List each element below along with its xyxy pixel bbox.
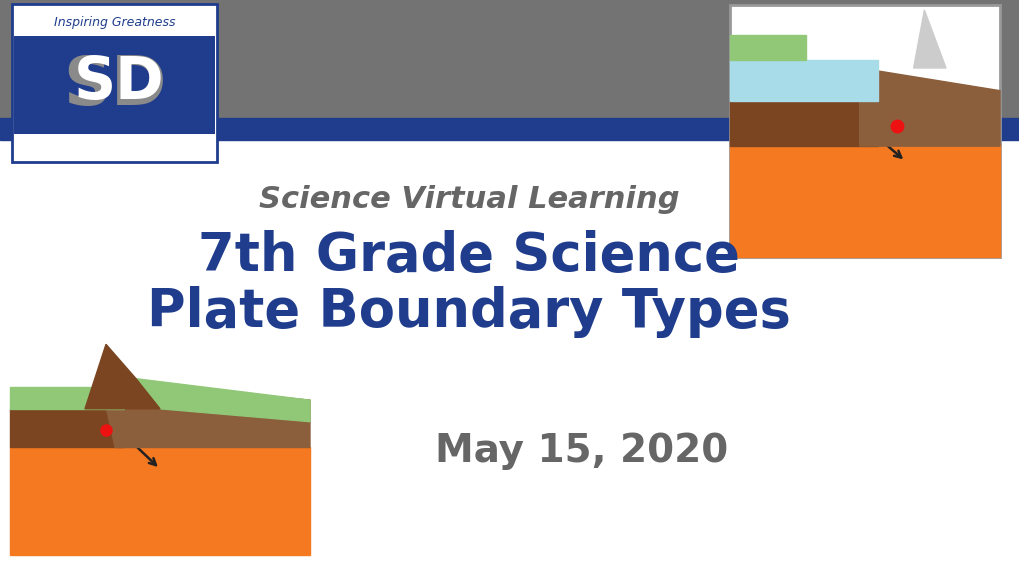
Text: SD: SD (73, 53, 164, 111)
Polygon shape (85, 344, 160, 409)
Polygon shape (100, 379, 310, 448)
Bar (14, 36, 215, 134)
Bar (0, 0, 1019, 132)
Polygon shape (730, 144, 999, 257)
Text: INDEPENDENCE SCHOOL DISTRICT: INDEPENDENCE SCHOOL DISTRICT (41, 146, 189, 155)
Polygon shape (730, 36, 805, 60)
Polygon shape (136, 379, 310, 422)
Polygon shape (730, 60, 877, 101)
Text: Inspiring Greatness: Inspiring Greatness (54, 15, 175, 29)
Text: SD: SD (63, 53, 166, 119)
Polygon shape (10, 409, 124, 448)
Polygon shape (859, 68, 999, 146)
Text: 7th Grade Science: 7th Grade Science (198, 230, 740, 282)
Polygon shape (913, 10, 945, 68)
Bar (12, 4, 217, 162)
Text: Plate Boundary Types: Plate Boundary Types (147, 286, 791, 338)
Text: May 15, 2020: May 15, 2020 (434, 432, 728, 470)
Bar (730, 5, 999, 257)
Polygon shape (10, 387, 124, 409)
Polygon shape (730, 101, 877, 146)
Bar (0, 118, 1019, 140)
Polygon shape (10, 448, 310, 555)
Text: Science Virtual Learning: Science Virtual Learning (259, 185, 679, 214)
